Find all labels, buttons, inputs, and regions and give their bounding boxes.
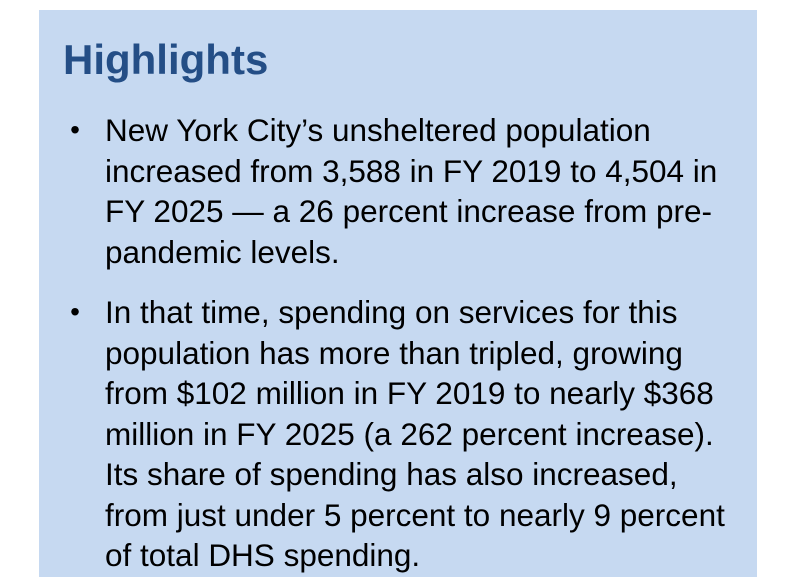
bullet-icon: •	[70, 114, 80, 145]
bullet-text-spending: In that time, spending on services for t…	[105, 294, 725, 573]
highlights-box: Highlights • New York City’s unsheltered…	[39, 10, 757, 577]
list-item: • In that time, spending on services for…	[63, 292, 737, 576]
bullet-text-population: New York City’s unsheltered population i…	[105, 112, 718, 270]
list-item: • New York City’s unsheltered population…	[63, 110, 737, 272]
bullet-icon: •	[70, 296, 80, 327]
highlights-list: • New York City’s unsheltered population…	[63, 110, 737, 576]
highlights-title: Highlights	[63, 36, 269, 83]
